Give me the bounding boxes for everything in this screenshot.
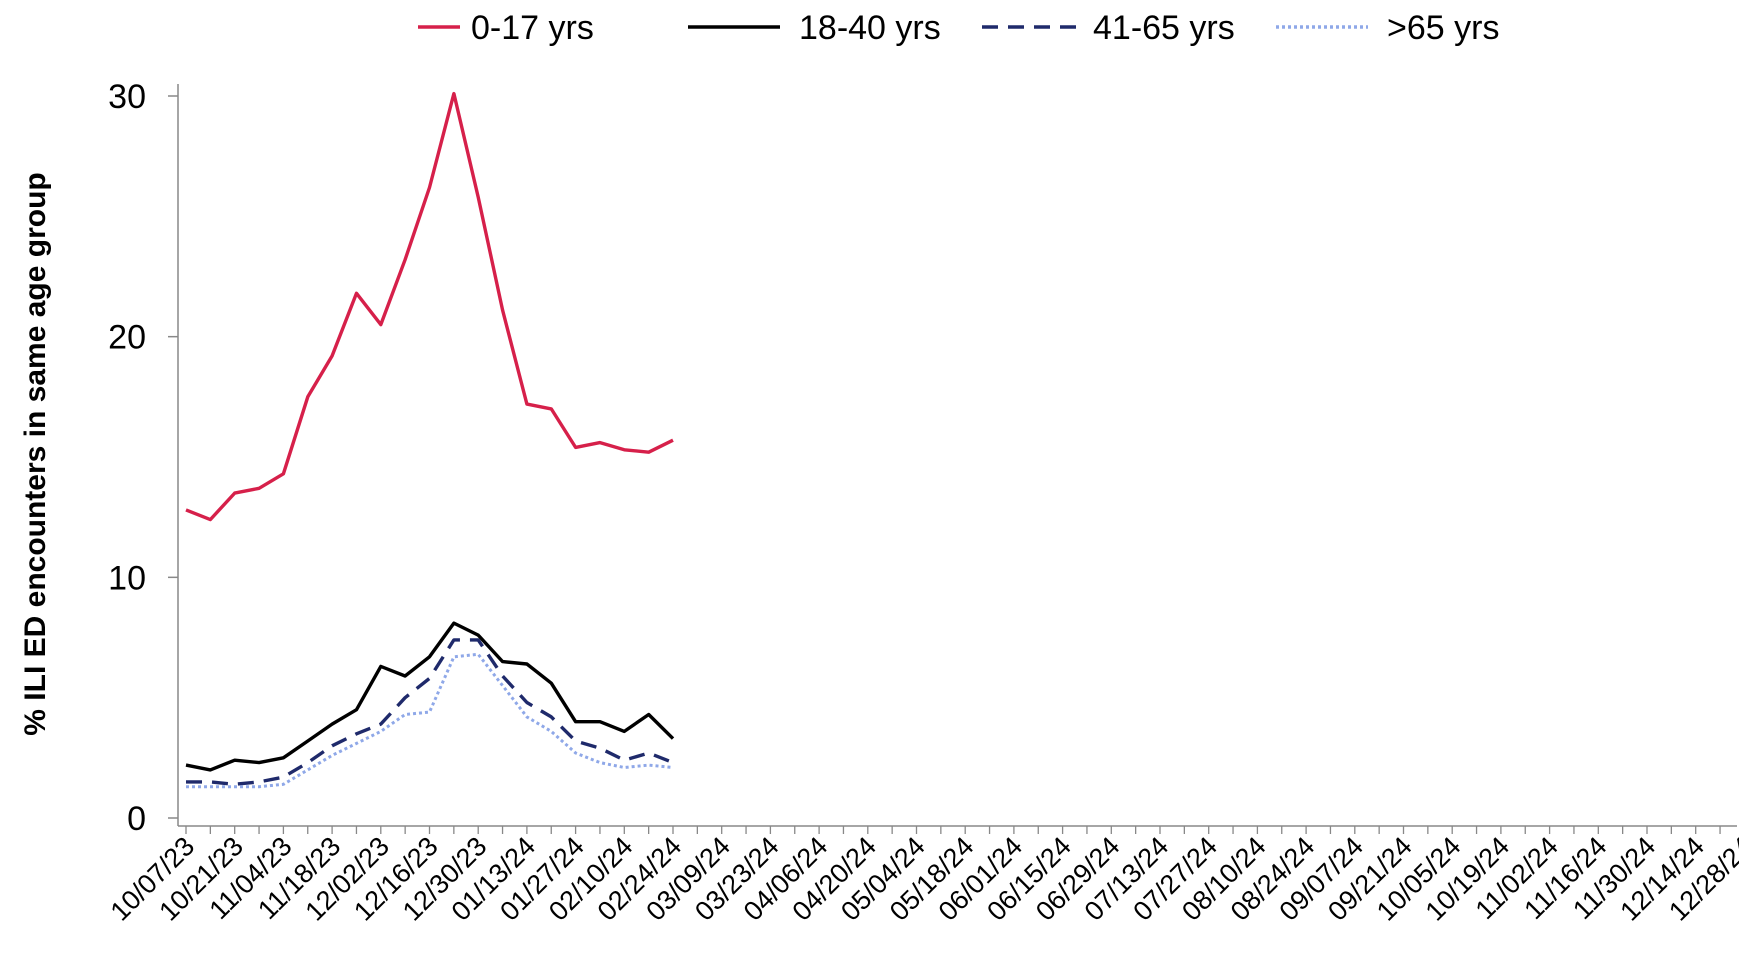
plot-area <box>185 91 675 789</box>
y-tick-label: 30 <box>108 78 146 116</box>
series-line-65-yrs <box>186 652 674 789</box>
axes <box>177 84 1737 827</box>
legend: 0-17 yrs 18-40 yrs 41-65 yrs >65 yrs <box>418 9 1499 47</box>
y-ticks: 0 10 20 30 <box>108 78 178 838</box>
series-line-18-40-yrs <box>185 621 675 772</box>
series-line-41-65-yrs <box>186 638 674 786</box>
legend-label-18-40-yrs: 18-40 yrs <box>799 9 941 47</box>
series-line-0-17-yrs <box>185 91 674 522</box>
legend-label-65-yrs: >65 yrs <box>1387 9 1499 47</box>
legend-label-0-17-yrs: 0-17 yrs <box>471 9 594 47</box>
y-axis-label: % ILI ED encounters in same age group <box>19 172 52 735</box>
y-tick-label: 20 <box>108 319 146 357</box>
y-tick-label: 0 <box>127 800 146 838</box>
x-ticks: 10/07/2310/21/2311/04/2311/18/2312/02/23… <box>105 826 1739 927</box>
y-tick-label: 10 <box>108 559 146 597</box>
legend-label-41-65-yrs: 41-65 yrs <box>1093 9 1235 47</box>
